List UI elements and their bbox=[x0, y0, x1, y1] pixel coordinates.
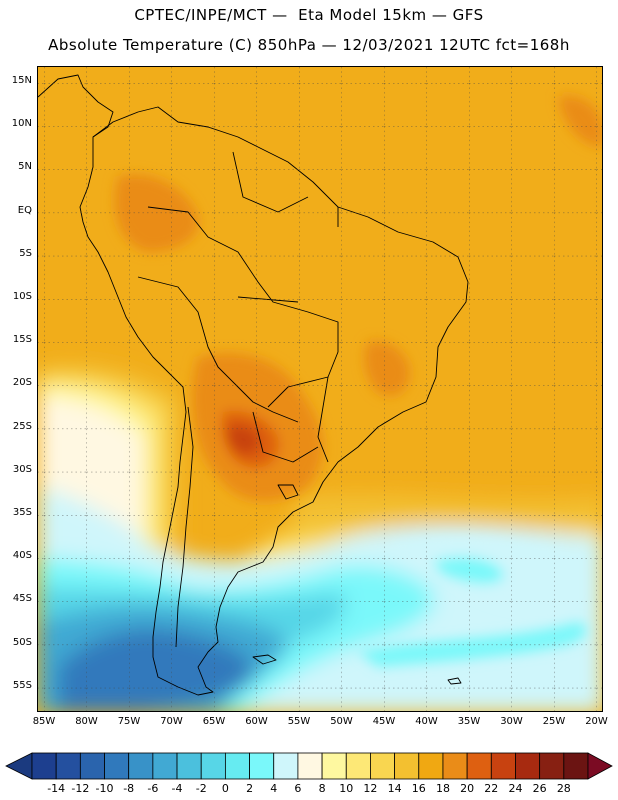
colorbar-label: -2 bbox=[195, 782, 207, 795]
colorbar-swatch bbox=[563, 752, 589, 780]
lat-label: 30S bbox=[12, 463, 32, 475]
lon-label: 20W bbox=[585, 716, 608, 727]
colorbar-swatch bbox=[394, 752, 420, 780]
colorbar-label: 28 bbox=[556, 782, 571, 795]
colorbar-swatch bbox=[515, 752, 541, 780]
lat-label: 35S bbox=[12, 507, 32, 518]
temperature-map bbox=[38, 67, 602, 711]
colorbar-swatch bbox=[466, 752, 492, 780]
lat-label: 20S bbox=[12, 377, 32, 389]
lat-label: 25S bbox=[12, 420, 32, 432]
colorbar-swatch bbox=[273, 752, 299, 780]
lon-label: 70W bbox=[160, 716, 183, 727]
colorbar-label: -14 bbox=[47, 782, 66, 795]
colorbar-label: 8 bbox=[318, 782, 326, 795]
colorbar-swatch bbox=[55, 752, 81, 780]
colorbar-swatch bbox=[79, 752, 105, 780]
lon-label: 80W bbox=[75, 716, 98, 727]
colorbar-label: 6 bbox=[294, 782, 302, 795]
lat-label: 15S bbox=[12, 334, 32, 346]
lon-label: 25W bbox=[542, 716, 566, 727]
lon-label: 75W bbox=[117, 716, 141, 727]
lat-label: 10N bbox=[11, 118, 32, 130]
colorbar-label: 14 bbox=[387, 782, 402, 795]
lat-label: 50S bbox=[12, 636, 32, 648]
lat-label: EQ bbox=[17, 204, 32, 216]
colorbar-swatch bbox=[490, 752, 516, 780]
colorbar-label: 24 bbox=[508, 782, 523, 795]
colorbar-swatch bbox=[104, 752, 130, 780]
lon-label: 65W bbox=[202, 716, 226, 727]
colorbar-label: 22 bbox=[484, 782, 499, 795]
lat-label: 15N bbox=[11, 75, 32, 86]
colorbar-label: -8 bbox=[123, 782, 135, 795]
colorbar-label: 26 bbox=[532, 782, 547, 795]
colorbar bbox=[5, 752, 613, 780]
colorbar-swatch bbox=[539, 752, 565, 780]
lon-label: 35W bbox=[457, 716, 481, 727]
colorbar-swatch bbox=[297, 752, 323, 780]
lat-label: 5N bbox=[18, 161, 32, 173]
lon-label: 40W bbox=[415, 716, 438, 727]
lon-label: 50W bbox=[330, 716, 353, 727]
colorbar-left-arrow bbox=[5, 752, 33, 780]
colorbar-swatch bbox=[152, 752, 178, 780]
colorbar-swatch bbox=[321, 752, 347, 780]
colorbar-swatch bbox=[31, 752, 57, 780]
lon-label: 55W bbox=[287, 716, 311, 727]
colorbar-swatch bbox=[176, 752, 202, 780]
lat-label: 55S bbox=[12, 679, 32, 691]
colorbar-right-arrow bbox=[587, 752, 613, 780]
colorbar-label: -10 bbox=[95, 782, 114, 795]
title-line-2: Absolute Temperature (C) 850hPa — 12/03/… bbox=[48, 36, 570, 54]
lat-label: 10S bbox=[12, 291, 32, 302]
colorbar-label: 18 bbox=[435, 782, 450, 795]
lon-label: 45W bbox=[372, 716, 396, 727]
lon-label: 30W bbox=[500, 716, 523, 727]
lat-label: 45S bbox=[12, 593, 32, 605]
colorbar-swatch bbox=[128, 752, 154, 780]
title-line-1: CPTEC/INPE/MCT — Eta Model 15km — GFS bbox=[134, 6, 484, 24]
map-panel bbox=[37, 66, 603, 712]
graticule bbox=[38, 67, 602, 711]
colorbar-label: -12 bbox=[71, 782, 90, 795]
lon-label: 85W bbox=[32, 716, 56, 727]
colorbar-label: 10 bbox=[339, 782, 354, 795]
colorbar-label: 20 bbox=[460, 782, 475, 795]
colorbar-swatch bbox=[200, 752, 226, 780]
colorbar-swatch bbox=[249, 752, 275, 780]
colorbar-swatch bbox=[370, 752, 396, 780]
colorbar-label: 2 bbox=[246, 782, 254, 795]
colorbar-label: 16 bbox=[411, 782, 426, 795]
lon-label: 60W bbox=[245, 716, 268, 727]
colorbar-label: 4 bbox=[270, 782, 278, 795]
colorbar-swatch bbox=[418, 752, 444, 780]
colorbar-label: -6 bbox=[147, 782, 159, 795]
colorbar-label: -4 bbox=[171, 782, 183, 795]
lat-label: 40S bbox=[12, 550, 32, 562]
colorbar-label: 0 bbox=[221, 782, 229, 795]
lat-label: 5S bbox=[19, 247, 32, 259]
colorbar-swatch bbox=[224, 752, 250, 780]
colorbar-swatch bbox=[442, 752, 468, 780]
colorbar-label: 12 bbox=[363, 782, 378, 795]
colorbar-swatch bbox=[345, 752, 371, 780]
